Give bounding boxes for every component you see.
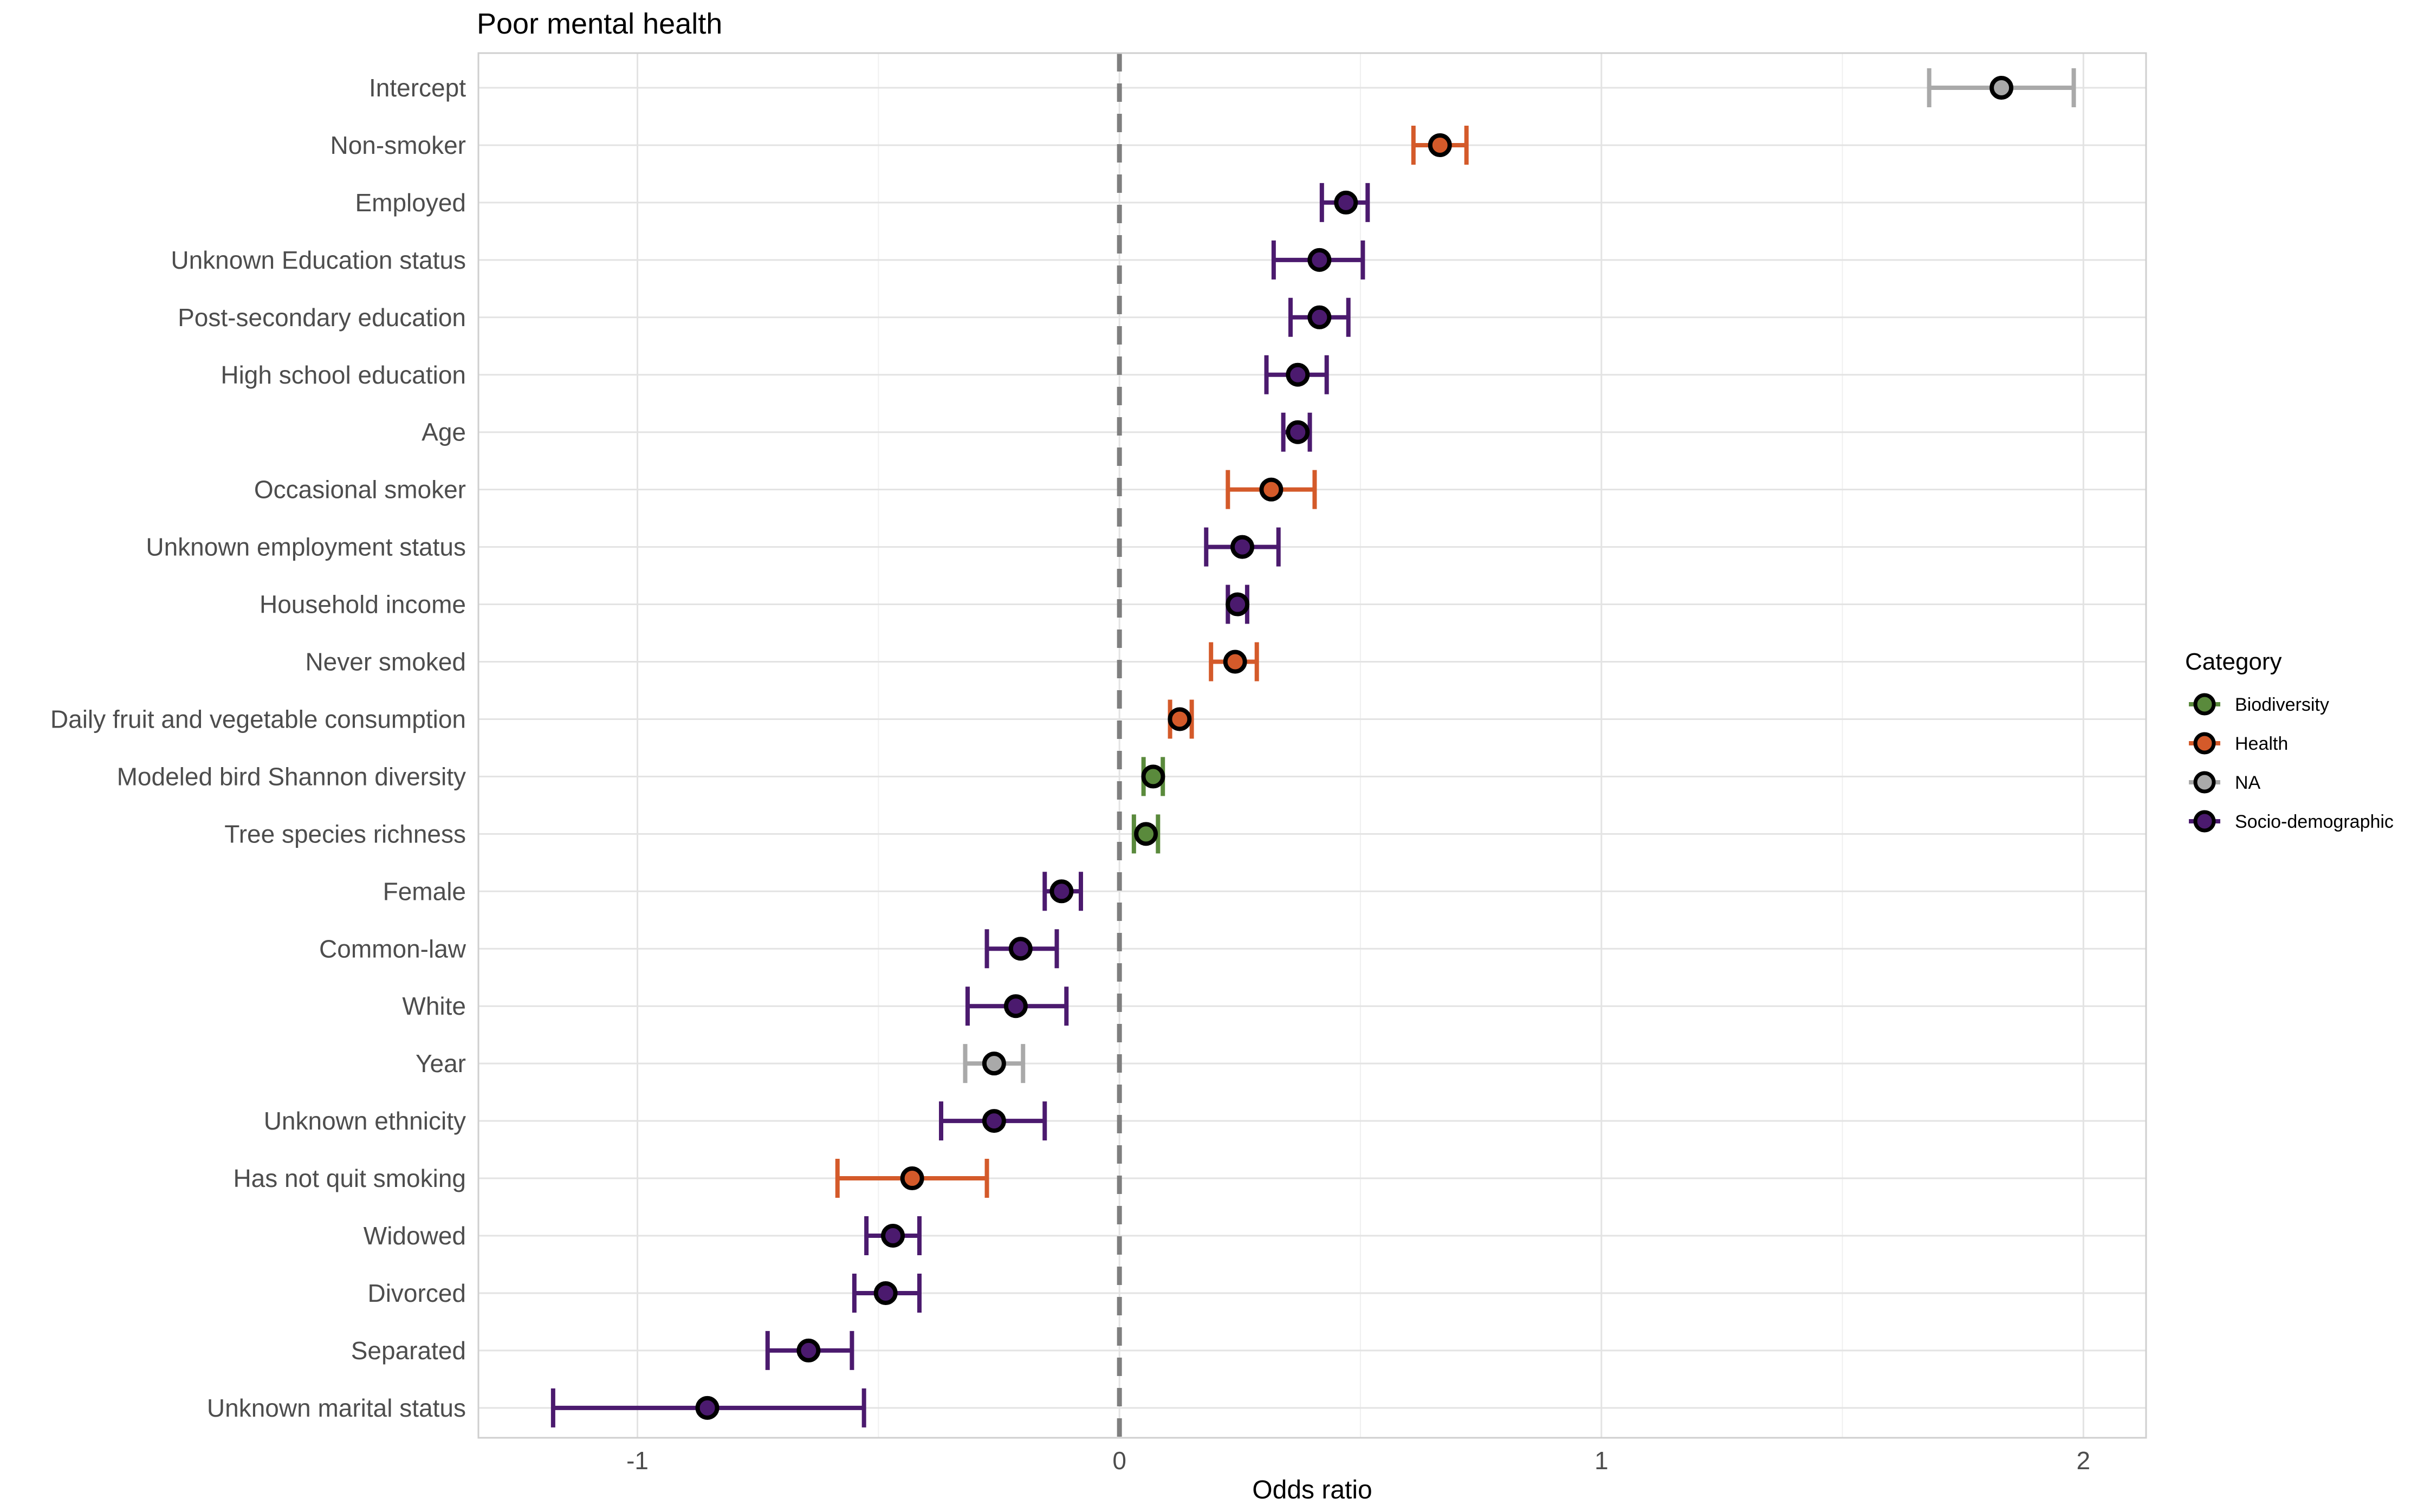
legend-label: Socio-demographic: [2235, 812, 2394, 832]
estimate-row: [1042, 872, 1083, 911]
estimate-row: [1168, 699, 1194, 739]
y-tick-label: Unknown employment status: [146, 533, 466, 561]
legend: Category Biodiversity Health NA Socio-demog…: [2185, 648, 2394, 833]
legend-key-point: [2193, 732, 2216, 755]
point-estimate: [1003, 994, 1028, 1018]
y-tick-label: Age: [422, 418, 466, 446]
estimate-row: [765, 1331, 854, 1370]
legend-key-point: [2193, 771, 2216, 794]
y-tick-label: Daily fruit and vegetable consumption: [50, 705, 466, 733]
estimate-row: [1281, 412, 1312, 452]
y-tick-label: Modeled bird Shannon diversity: [117, 762, 466, 790]
estimate-row: [1226, 585, 1250, 624]
point-estimate: [1989, 76, 2014, 100]
x-tick-label: 2: [2077, 1446, 2091, 1475]
point-estimate: [1286, 362, 1310, 387]
x-tick-label: 1: [1595, 1446, 1609, 1475]
y-tick-label: Separated: [351, 1336, 466, 1365]
point-estimate: [1286, 420, 1310, 444]
legend-title: Category: [2185, 648, 2282, 675]
point-estimate: [796, 1338, 821, 1362]
y-tick-label: Occasional smoker: [254, 476, 466, 504]
point-estimate: [982, 1109, 1006, 1133]
y-tick-label: White: [402, 992, 466, 1020]
legend-item: Biodiversity: [2189, 693, 2329, 716]
x-tick-label: -1: [626, 1446, 649, 1475]
point-estimate: [1428, 133, 1452, 157]
legend-item: Health: [2189, 732, 2288, 755]
legend-label: NA: [2235, 773, 2261, 793]
y-tick-labels: Intercept Non-smoker Employed Unknown Educa…: [50, 74, 466, 1422]
y-tick-label: Unknown marital status: [207, 1394, 466, 1422]
point-estimate: [1134, 822, 1158, 846]
y-tick-label: Has not quit smoking: [233, 1164, 466, 1192]
estimate-row: [835, 1159, 989, 1198]
point-estimate: [1307, 305, 1332, 329]
point-estimate: [1223, 650, 1247, 674]
point-estimate: [1334, 190, 1358, 215]
x-tick-label: 0: [1112, 1446, 1126, 1475]
y-tick-label: Unknown ethnicity: [264, 1107, 466, 1135]
estimate-row: [1209, 642, 1259, 682]
point-estimate: [1008, 937, 1033, 961]
estimate-row: [939, 1101, 1047, 1141]
legend-item: Socio-demographic: [2189, 810, 2394, 833]
y-tick-label: Household income: [260, 590, 466, 619]
estimate-row: [984, 929, 1059, 969]
y-tick-label: Unknown Education status: [171, 246, 466, 274]
y-tick-label: Non-smoker: [330, 131, 466, 159]
x-axis-label: Odds ratio: [1252, 1476, 1372, 1504]
estimate-row: [852, 1273, 922, 1313]
point-estimate: [1141, 764, 1165, 789]
point-estimate: [881, 1224, 905, 1248]
legend-key-point: [2193, 810, 2216, 833]
y-tick-label: Never smoked: [305, 648, 466, 676]
estimate-row: [1141, 757, 1165, 796]
y-tick-label: High school education: [221, 361, 466, 389]
legend-key-point: [2193, 693, 2216, 716]
y-tick-label: Widowed: [364, 1222, 466, 1250]
plot-panel-border: [477, 52, 2147, 1439]
point-estimate: [1168, 707, 1192, 731]
point-estimate: [1049, 879, 1074, 904]
y-tick-label: Intercept: [369, 74, 466, 102]
estimate-row: [1271, 240, 1365, 280]
estimate-row: [550, 1388, 866, 1427]
point-estimate: [1307, 248, 1332, 272]
estimate-row: [1226, 470, 1317, 509]
point-estimate: [1259, 477, 1284, 502]
chart-title: Poor mental health: [477, 8, 722, 40]
estimate-row: [1264, 355, 1329, 394]
point-estimate: [900, 1166, 924, 1191]
estimate-row: [963, 1044, 1026, 1083]
estimate-row: [1319, 183, 1370, 222]
y-tick-label: Divorced: [367, 1279, 466, 1307]
estimate-row: [965, 987, 1069, 1026]
point-estimate: [695, 1396, 720, 1420]
y-tick-label: Common-law: [319, 935, 466, 963]
estimate-row: [1204, 527, 1281, 567]
point-estimate: [1226, 592, 1250, 617]
point-estimate: [873, 1281, 898, 1305]
estimate-row: [1411, 125, 1469, 165]
estimate-row: [1927, 68, 2076, 107]
estimate-row: [1131, 814, 1161, 854]
estimate-row: [864, 1216, 922, 1255]
legend-label: Biodiversity: [2235, 695, 2329, 715]
y-tick-label: Tree species richness: [224, 820, 466, 848]
estimate-row: [1288, 297, 1351, 337]
y-tick-label: Female: [383, 877, 466, 905]
y-tick-label: Year: [416, 1049, 466, 1078]
point-estimate: [982, 1052, 1006, 1076]
error-bars: [550, 68, 2076, 1427]
legend-label: Health: [2235, 734, 2288, 754]
point-estimate: [1230, 535, 1255, 559]
legend-item: NA: [2189, 771, 2261, 794]
y-tick-label: Employed: [355, 189, 466, 217]
y-tick-label: Post-secondary education: [178, 303, 466, 332]
x-tick-labels: -1 0 1 2: [626, 1446, 2090, 1475]
